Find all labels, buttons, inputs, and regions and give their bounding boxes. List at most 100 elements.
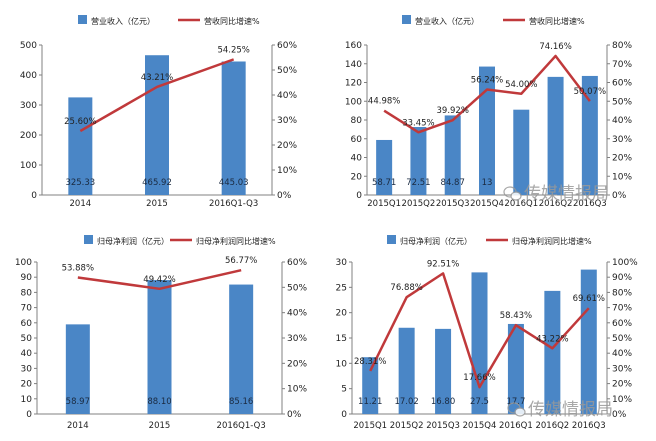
bar [410, 127, 427, 195]
right-tick-label: 10% [277, 166, 297, 176]
left-tick-label: 20 [351, 172, 363, 182]
left-tick-label: 70 [21, 304, 33, 314]
legend-bar-swatch [402, 15, 411, 24]
line-value-label: 28.31% [354, 357, 386, 367]
legend-bar-swatch [84, 235, 93, 244]
bar-value-label: 72.51 [406, 178, 430, 188]
right-tick-label: 50% [287, 283, 307, 293]
left-tick-label: 140 [345, 60, 362, 70]
legend-bar-label: 营业收入（亿元） [91, 16, 155, 26]
right-tick-label: 90% [612, 273, 632, 283]
bar-value-label: 85.16 [229, 397, 253, 407]
right-tick-label: 40% [287, 309, 307, 319]
legend-bar-swatch [387, 235, 396, 244]
bar [221, 61, 246, 196]
line-value-label: 58.43% [500, 311, 532, 321]
category-label: 2016Q2 [539, 199, 573, 209]
category-label: 2016Q1 [504, 199, 538, 209]
right-tick-label: 0% [277, 191, 292, 201]
left-tick-label: 80 [21, 288, 33, 298]
legend-bar-label: 归母净利润（亿元） [400, 236, 472, 246]
wechat-icon [507, 402, 526, 417]
bar-value-label: 17.7 [506, 397, 525, 407]
bar-value-label: 11.21 [358, 397, 382, 407]
right-tick-label: 50% [612, 97, 632, 107]
legend: 归母净利润（亿元） 归母净利润同比增速% [387, 235, 592, 246]
line-value-label: 33.45% [402, 118, 434, 128]
line-value-label: 56.77% [225, 256, 257, 266]
right-tick-label: 60% [277, 41, 297, 51]
chart-3: 归母净利润（亿元） 归母净利润同比增速% 0 10 20 30 40 50 60 70 80 90 10… [15, 235, 307, 431]
right-tick-label: 40% [277, 91, 297, 101]
left-tick-label: 20 [336, 309, 348, 319]
bar-value-label: 16.80 [431, 397, 455, 407]
growth-line [79, 58, 235, 133]
category-label: 2015Q1 [353, 421, 387, 431]
right-tick-label: 20% [287, 359, 307, 369]
left-tick-label: 160 [345, 41, 362, 51]
left-tick-label: 120 [345, 79, 362, 89]
bar-value-label: 465.92 [142, 178, 172, 188]
bar [435, 328, 452, 414]
right-tick-label: 30% [287, 334, 307, 344]
legend-bar-swatch [78, 15, 87, 24]
legend-bar-label: 营业收入（亿元） [415, 16, 479, 26]
right-tick-label: 40% [612, 349, 632, 359]
left-tick-label: 60 [21, 319, 33, 329]
right-tick-label: 10% [612, 395, 632, 405]
left-tick-label: 20 [21, 380, 33, 390]
right-tick-label: 70% [612, 60, 632, 70]
right-tick-label: 0% [612, 191, 627, 201]
right-tick-label: 100% [612, 258, 638, 268]
right-tick-label: 0% [612, 410, 627, 420]
legend-line-label: 营收同比增速% [204, 16, 260, 26]
right-tick-label: 80% [612, 288, 632, 298]
left-tick-label: 40 [21, 349, 33, 359]
watermark: 传媒情报局 [503, 184, 609, 204]
bar [444, 115, 461, 195]
line-value-label: 43.21% [141, 73, 173, 83]
right-tick-label: 30% [277, 116, 297, 126]
left-tick-label: 300 [20, 101, 37, 111]
line-value-label: 17.66% [463, 373, 495, 383]
category-label: 2015Q1 [367, 199, 401, 209]
bar-value-label: 13 [482, 178, 493, 188]
right-tick-label: 20% [612, 380, 632, 390]
bar-value-label: 88.10 [147, 397, 171, 407]
bar-value-label: 325.33 [65, 178, 95, 188]
line-value-label: 74.16% [539, 42, 571, 52]
left-tick-label: 400 [20, 71, 37, 81]
left-tick-label: 10 [336, 359, 348, 369]
bar [507, 323, 524, 414]
category-label: 2015Q4 [470, 199, 504, 209]
category-label: 2016Q2 [535, 421, 569, 431]
right-tick-label: 30% [612, 364, 632, 374]
line-value-label: 56.24% [471, 76, 503, 86]
left-tick-label: 0 [341, 410, 347, 420]
left-tick-label: 10 [21, 395, 33, 405]
left-tick-label: 60 [351, 135, 363, 145]
left-tick-label: 0 [356, 191, 362, 201]
category-label: 2016Q3 [573, 199, 607, 209]
left-tick-label: 100 [15, 258, 32, 268]
line-value-label: 54.25% [217, 45, 249, 55]
watermark-text: 传媒情报局 [528, 400, 613, 420]
bar-value-label: 17.02 [394, 397, 418, 407]
growth-line [77, 268, 242, 291]
right-tick-label: 40% [612, 116, 632, 126]
bar [580, 269, 597, 414]
bar-value-label: 58.71 [372, 178, 396, 188]
left-tick-label: 100 [345, 97, 362, 107]
line-value-label: 43.22% [536, 334, 568, 344]
category-label: 2016Q1 [499, 421, 533, 431]
category-label: 2016Q3 [572, 421, 606, 431]
category-label: 2015Q2 [402, 199, 436, 209]
left-tick-label: 500 [20, 41, 37, 51]
legend-line-label: 归母净利润同比增速% [512, 236, 592, 246]
wechat-icon [503, 186, 522, 201]
right-tick-label: 30% [612, 135, 632, 145]
category-label: 2015Q3 [426, 421, 460, 431]
chart-2: 营业收入（亿元） 营收同比增速% 0 20 40 60 80 100 120 140 160 0% 10… [345, 15, 632, 209]
category-label: 2015Q3 [436, 199, 470, 209]
